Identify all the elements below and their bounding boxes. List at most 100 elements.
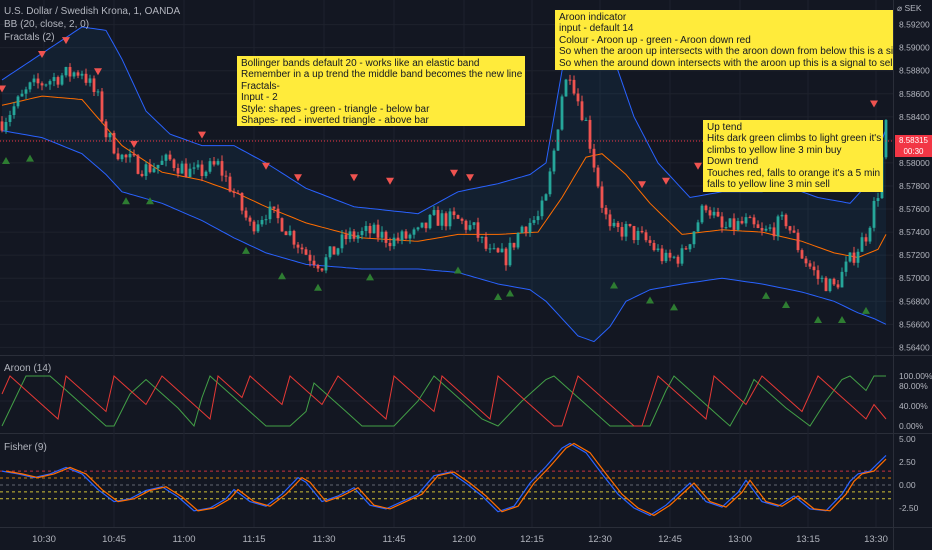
candle-body [32,78,36,83]
bb-legend[interactable]: BB (20, close, 2, 0) [4,19,90,30]
price-tick-label: 8.58400 [899,112,930,122]
candle-body [44,84,48,86]
candle-body [760,227,764,231]
candle-body [184,163,188,178]
candle-body [404,231,408,239]
candle-body [540,200,544,217]
candle-body [824,277,828,292]
candle-body [280,218,284,232]
aroon-note[interactable]: Aroon indicator input - default 14 Colou… [555,10,893,70]
note-line: Bollinger bands default 20 - works like … [241,58,480,69]
candle-body [516,233,520,248]
fractal-down-marker [494,292,502,300]
candle-body [748,217,752,219]
candle-body [312,260,316,266]
candle-body [412,229,416,235]
candle-body [36,78,40,84]
candle-body [580,101,584,121]
candle-body [336,248,340,255]
fractal-down-marker [782,301,790,309]
candle-body [448,211,452,227]
time-tick-label: 13:00 [728,534,752,545]
price-tick-label: 8.57200 [899,250,930,260]
candle-body [200,164,204,177]
candle-body [496,248,500,253]
candle-body [372,224,376,234]
note-line: Up tend [707,122,743,133]
candle-body [620,227,624,237]
time-tick-label: 12:00 [452,534,476,545]
candle-body [232,191,236,193]
fractal-down-marker [314,283,322,291]
candle-body [164,154,168,161]
candle-body [708,210,712,216]
candle-body [352,231,356,239]
bollinger-note[interactable]: Bollinger bands default 20 - works like … [237,56,525,126]
candle-body [344,234,348,240]
candle-body [60,75,64,85]
candle-body [320,268,324,271]
fisher-tick-label: 5.00 [899,434,916,444]
candle-body [304,249,308,255]
fisher-legend[interactable]: Fisher (9) [4,442,47,453]
note-line: input - default 14 [559,23,634,35]
candle-body [468,225,472,230]
note-line: Down trend [707,156,759,168]
fractal-down-marker [814,316,822,324]
price-tick-label: 8.59200 [899,20,930,30]
candle-body [672,256,676,258]
price-tick-label: 8.59000 [899,43,930,53]
candle-body [172,159,176,169]
candle-body [684,248,688,250]
fractal-up-marker [0,85,6,93]
candle-body [388,242,392,247]
candle-body [552,150,556,172]
candle-body [136,155,140,174]
candle-body [700,205,704,223]
candle-body [608,214,612,227]
fractals-legend[interactable]: Fractals (2) [4,32,55,43]
candle-body [132,153,136,156]
candle-body [276,208,280,219]
candle-body [144,164,148,176]
note-line: Hits dark green climbs to light green it… [707,133,883,145]
fractal-down-marker [862,306,870,314]
candle-body [460,218,464,221]
candle-body [112,132,116,154]
candle-body [660,248,664,262]
note-line: So when the aroon up intersects with the… [559,46,893,58]
candle-body [884,120,888,158]
candle-body [592,148,596,168]
candle-body [24,89,28,94]
candle-body [556,129,560,151]
candle-body [628,223,632,227]
candle-body [260,219,264,225]
fractal-down-marker [610,281,618,289]
candle-body [724,227,728,229]
time-tick-label: 10:45 [102,534,126,545]
fractal-down-marker [670,303,678,311]
note-line: Fractals- [241,80,280,92]
price-tick-label: 8.57400 [899,227,930,237]
candle-body [220,161,224,176]
fractal-up-marker [870,100,878,108]
candle-body [676,256,680,264]
price-tick-label: 8.56600 [899,319,930,329]
fractal-up-marker [386,177,394,185]
candle-body [776,216,780,237]
fractal-down-marker [838,316,846,324]
time-tick-label: 10:30 [32,534,56,545]
fractal-down-marker [762,291,770,299]
candle-body [512,242,516,248]
aroon-legend[interactable]: Aroon (14) [4,363,52,374]
candle-body [488,248,492,250]
candle-body [340,234,344,249]
candle-body [264,219,268,221]
candle-body [4,121,8,131]
candle-body [160,160,164,165]
trend-note[interactable]: Up tend Hits dark green climbs to light … [703,120,883,192]
candle-body [92,78,96,93]
note-line: Style: shapes - green - triangle - below… [241,103,430,115]
candle-body [528,222,532,233]
